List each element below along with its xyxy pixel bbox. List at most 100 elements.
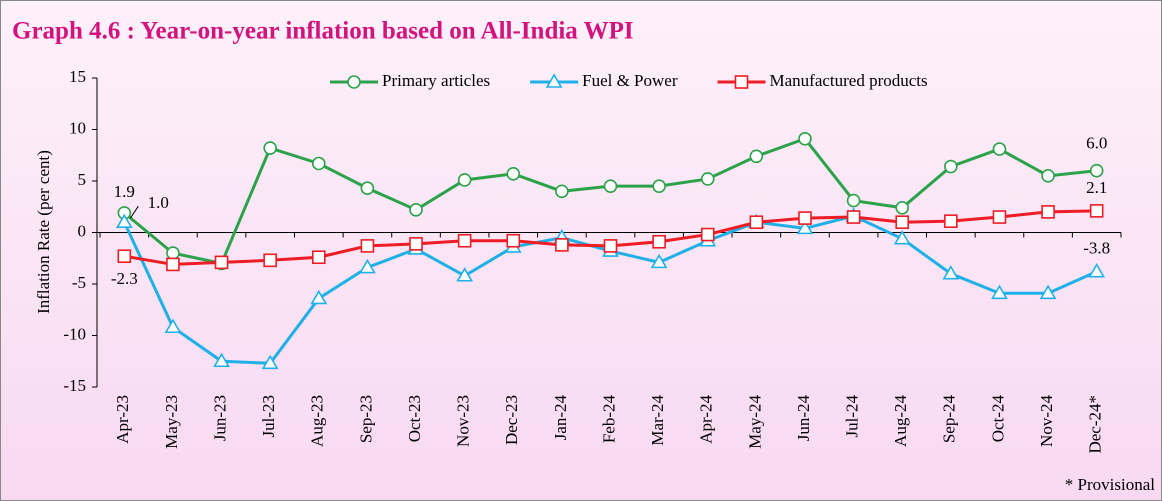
data-point bbox=[944, 159, 958, 174]
data-point bbox=[942, 265, 960, 280]
x-tick-label: Dec-24* bbox=[1086, 395, 1105, 454]
data-point bbox=[263, 141, 277, 155]
data-point bbox=[992, 142, 1007, 156]
data-point bbox=[311, 250, 326, 265]
data-point bbox=[263, 253, 277, 268]
data-point bbox=[164, 318, 182, 334]
y-tick-label: 15 bbox=[69, 67, 86, 86]
x-tick-label: May-23 bbox=[162, 395, 181, 449]
data-point bbox=[749, 215, 764, 229]
data-label: 2.1 bbox=[1086, 178, 1107, 197]
x-tick-label: Dec-23 bbox=[502, 395, 521, 445]
x-tick-label: Apr-23 bbox=[113, 395, 132, 444]
data-label: 6.0 bbox=[1086, 134, 1107, 153]
data-point bbox=[893, 230, 911, 245]
data-point bbox=[457, 233, 472, 248]
data-point bbox=[1041, 169, 1055, 183]
x-tick-label: Jul-23 bbox=[259, 395, 278, 438]
data-point bbox=[261, 354, 279, 370]
data-point bbox=[992, 210, 1007, 224]
data-point bbox=[311, 156, 326, 171]
x-tick-label: Oct-24 bbox=[988, 395, 1007, 443]
data-point bbox=[166, 257, 180, 272]
data-label: 1.9 bbox=[114, 182, 135, 201]
data-point bbox=[944, 214, 958, 228]
y-tick-label: 0 bbox=[78, 221, 87, 240]
data-point bbox=[1089, 204, 1104, 218]
data-point bbox=[1089, 163, 1104, 178]
data-label: 1.0 bbox=[148, 193, 169, 212]
data-point bbox=[603, 239, 618, 253]
y-tick-label: -15 bbox=[63, 376, 86, 395]
data-point bbox=[506, 233, 521, 248]
legend-marker bbox=[734, 75, 749, 89]
data-point bbox=[798, 131, 812, 146]
data-point bbox=[895, 200, 910, 215]
legend-label: Manufactured products bbox=[770, 71, 928, 90]
data-point bbox=[360, 181, 375, 196]
data-point bbox=[506, 166, 521, 181]
legend-label: Fuel & Power bbox=[582, 71, 678, 90]
y-axis-label: Inflation Rate (per cent) bbox=[34, 150, 53, 314]
data-point bbox=[652, 179, 666, 193]
data-point bbox=[115, 213, 133, 228]
legend-label: Primary articles bbox=[382, 71, 490, 90]
data-point bbox=[456, 267, 474, 282]
data-point bbox=[700, 172, 715, 186]
x-tick-label: Jun-24 bbox=[794, 395, 813, 442]
data-point bbox=[117, 249, 132, 263]
x-tick-label: Nov-23 bbox=[454, 395, 473, 447]
x-tick-label: Sep-24 bbox=[940, 395, 959, 444]
y-tick-label: 10 bbox=[69, 118, 86, 137]
x-tick-label: Mar-24 bbox=[648, 395, 667, 446]
legend-marker bbox=[545, 73, 563, 88]
data-point bbox=[359, 258, 376, 274]
chart-title: Graph 4.6 : Year-on-year inflation based… bbox=[12, 18, 634, 45]
data-point bbox=[650, 253, 668, 269]
data-label: -2.3 bbox=[111, 269, 138, 288]
legend-marker bbox=[347, 75, 361, 89]
x-tick-label: Sep-23 bbox=[356, 395, 375, 443]
data-point bbox=[798, 211, 812, 225]
data-point bbox=[555, 184, 569, 199]
data-point bbox=[1039, 284, 1057, 300]
data-point bbox=[166, 246, 180, 260]
data-point bbox=[555, 238, 569, 252]
data-point bbox=[409, 203, 423, 217]
data-point bbox=[991, 284, 1008, 300]
x-tick-label: Aug-23 bbox=[308, 395, 327, 447]
data-point bbox=[1088, 263, 1106, 278]
x-tick-label: May-24 bbox=[745, 395, 764, 449]
leader-line bbox=[129, 205, 139, 219]
x-tick-label: Jan-24 bbox=[551, 395, 570, 441]
data-point bbox=[360, 239, 375, 253]
annotation: * Provisional bbox=[1065, 475, 1155, 494]
data-point bbox=[1041, 205, 1055, 219]
y-tick-label: -10 bbox=[63, 324, 86, 343]
data-label: -3.8 bbox=[1083, 239, 1110, 258]
x-tick-label: Nov-24 bbox=[1037, 395, 1056, 447]
data-point bbox=[652, 234, 666, 249]
data-point bbox=[895, 215, 910, 229]
data-point bbox=[310, 289, 328, 305]
data-point bbox=[457, 173, 472, 187]
data-point bbox=[846, 210, 861, 224]
y-tick-label: -5 bbox=[72, 273, 86, 292]
data-point bbox=[213, 352, 230, 368]
data-point bbox=[409, 237, 423, 251]
data-point bbox=[846, 193, 861, 208]
y-tick-label: 5 bbox=[78, 170, 87, 189]
data-point bbox=[749, 149, 764, 164]
data-point bbox=[214, 255, 229, 270]
x-tick-label: Jun-23 bbox=[210, 395, 229, 441]
data-point bbox=[603, 179, 618, 193]
x-tick-label: Aug-24 bbox=[891, 395, 910, 447]
x-tick-label: Oct-23 bbox=[405, 395, 424, 442]
data-point bbox=[796, 219, 814, 235]
x-tick-label: Jul-24 bbox=[843, 395, 862, 438]
data-point bbox=[700, 227, 715, 242]
x-tick-label: Feb-24 bbox=[599, 395, 618, 444]
x-tick-label: Apr-24 bbox=[697, 395, 716, 444]
